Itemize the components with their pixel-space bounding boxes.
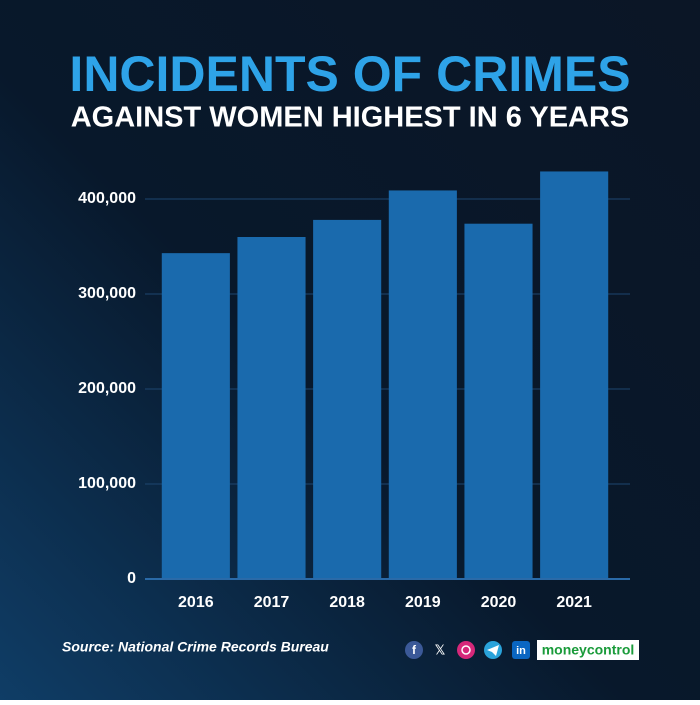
x-tick-label: 2020: [481, 594, 517, 611]
svg-text:in: in: [516, 645, 526, 657]
x-tick-label: 2017: [254, 594, 290, 611]
y-tick-label: 200,000: [78, 380, 136, 397]
svg-text:𝕏: 𝕏: [435, 642, 446, 657]
bar: [313, 219, 382, 579]
y-tick-label: 300,000: [78, 285, 136, 302]
source-note: Source: National Crime Records Bureau: [62, 639, 329, 655]
x-tick-label: 2016: [178, 594, 214, 611]
y-tick-label: 400,000: [78, 190, 136, 207]
brand-box: [537, 640, 639, 660]
brand-logo: moneycontrol: [542, 642, 635, 658]
x-tick-label: 2019: [405, 594, 441, 611]
bar: [388, 190, 457, 579]
y-tick-label: 100,000: [78, 475, 136, 492]
bar: [540, 171, 609, 579]
plot-area: 0 100,000 200,000 300,000 400,000 2016 2017 201…: [78, 171, 630, 611]
bar: [161, 253, 230, 579]
x-tick-label: 2018: [329, 594, 365, 611]
y-tick-label: 0: [127, 570, 136, 587]
social-icons: f 𝕏 in: [405, 641, 530, 659]
bar: [464, 223, 533, 579]
x-tick-label: 2021: [556, 594, 592, 611]
svg-text:f: f: [412, 643, 417, 657]
chart-title: INCIDENTS OF CRIMES: [69, 46, 630, 102]
bar: [237, 237, 306, 579]
chart-subtitle: AGAINST WOMEN HIGHEST IN 6 YEARS: [71, 102, 630, 134]
